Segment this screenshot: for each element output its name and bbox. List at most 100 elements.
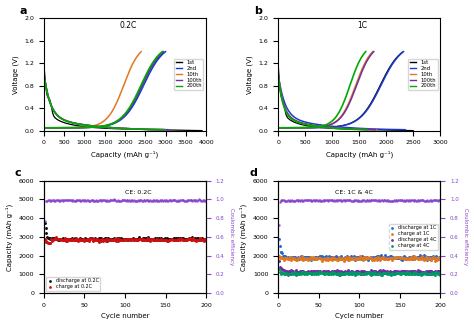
Point	[339, 255, 347, 260]
Point	[292, 197, 300, 202]
Point	[339, 255, 347, 261]
Point	[191, 197, 199, 202]
Point	[72, 238, 79, 243]
Point	[427, 258, 434, 263]
Point	[337, 255, 345, 261]
Point	[356, 255, 364, 260]
Point	[406, 197, 413, 202]
Point	[320, 198, 328, 203]
Point	[306, 269, 314, 275]
Point	[71, 198, 79, 203]
Point	[292, 268, 300, 273]
Point	[77, 237, 84, 242]
Point	[403, 269, 411, 274]
Point	[137, 236, 145, 241]
Point	[401, 269, 409, 274]
Point	[311, 254, 319, 259]
Point	[422, 198, 429, 203]
Point	[303, 198, 311, 203]
Point	[286, 255, 293, 260]
Y-axis label: Voltage (V): Voltage (V)	[12, 55, 19, 94]
Point	[146, 198, 153, 203]
Point	[365, 255, 373, 261]
Point	[359, 254, 367, 259]
Point	[429, 255, 437, 260]
Point	[421, 270, 428, 275]
Point	[83, 198, 91, 203]
Point	[139, 198, 146, 203]
Point	[383, 271, 391, 276]
Point	[361, 269, 369, 274]
Point	[432, 253, 440, 258]
Point	[437, 272, 444, 277]
Point	[326, 198, 333, 203]
Point	[320, 270, 328, 276]
Point	[120, 197, 128, 202]
Point	[144, 198, 152, 203]
Point	[291, 255, 298, 260]
Point	[382, 271, 389, 276]
Point	[158, 198, 165, 203]
Point	[338, 198, 346, 203]
Point	[308, 255, 315, 261]
Point	[103, 238, 111, 243]
Point	[348, 271, 356, 276]
Point	[96, 198, 104, 203]
Point	[420, 252, 428, 257]
Point	[287, 198, 295, 203]
Point	[94, 238, 101, 243]
Point	[202, 198, 210, 203]
Point	[353, 255, 361, 260]
Point	[421, 198, 428, 203]
Point	[91, 198, 98, 203]
Point	[129, 235, 137, 240]
Point	[356, 254, 363, 259]
Point	[78, 198, 86, 203]
Point	[287, 271, 295, 276]
Point	[137, 237, 144, 242]
Point	[327, 255, 335, 261]
Point	[401, 198, 409, 203]
Point	[150, 237, 158, 242]
Point	[383, 268, 391, 274]
Point	[377, 272, 385, 277]
Point	[372, 268, 379, 273]
Point	[433, 268, 441, 274]
Point	[181, 199, 189, 204]
Point	[306, 270, 314, 276]
Point	[362, 272, 370, 277]
Point	[334, 268, 342, 274]
Point	[430, 271, 438, 276]
Point	[156, 237, 164, 242]
Point	[364, 254, 371, 259]
Point	[299, 269, 306, 274]
Point	[307, 258, 314, 263]
Point	[176, 237, 184, 242]
Point	[104, 237, 112, 242]
Point	[431, 272, 438, 277]
Point	[398, 269, 405, 274]
Point	[396, 270, 403, 275]
Point	[110, 235, 118, 240]
Point	[123, 236, 130, 241]
Point	[387, 198, 395, 203]
Point	[407, 269, 415, 274]
Point	[294, 271, 301, 276]
Point	[342, 254, 349, 260]
Point	[184, 236, 192, 241]
Point	[405, 271, 412, 277]
Point	[312, 270, 320, 275]
Point	[314, 271, 322, 277]
Point	[301, 254, 309, 260]
Point	[58, 238, 65, 243]
Point	[326, 256, 333, 261]
Point	[384, 255, 392, 260]
Point	[386, 271, 394, 277]
Point	[121, 236, 129, 241]
Point	[420, 270, 428, 275]
Point	[119, 238, 127, 243]
Point	[144, 238, 152, 243]
Point	[394, 255, 402, 260]
Point	[197, 198, 204, 203]
Point	[307, 269, 314, 274]
